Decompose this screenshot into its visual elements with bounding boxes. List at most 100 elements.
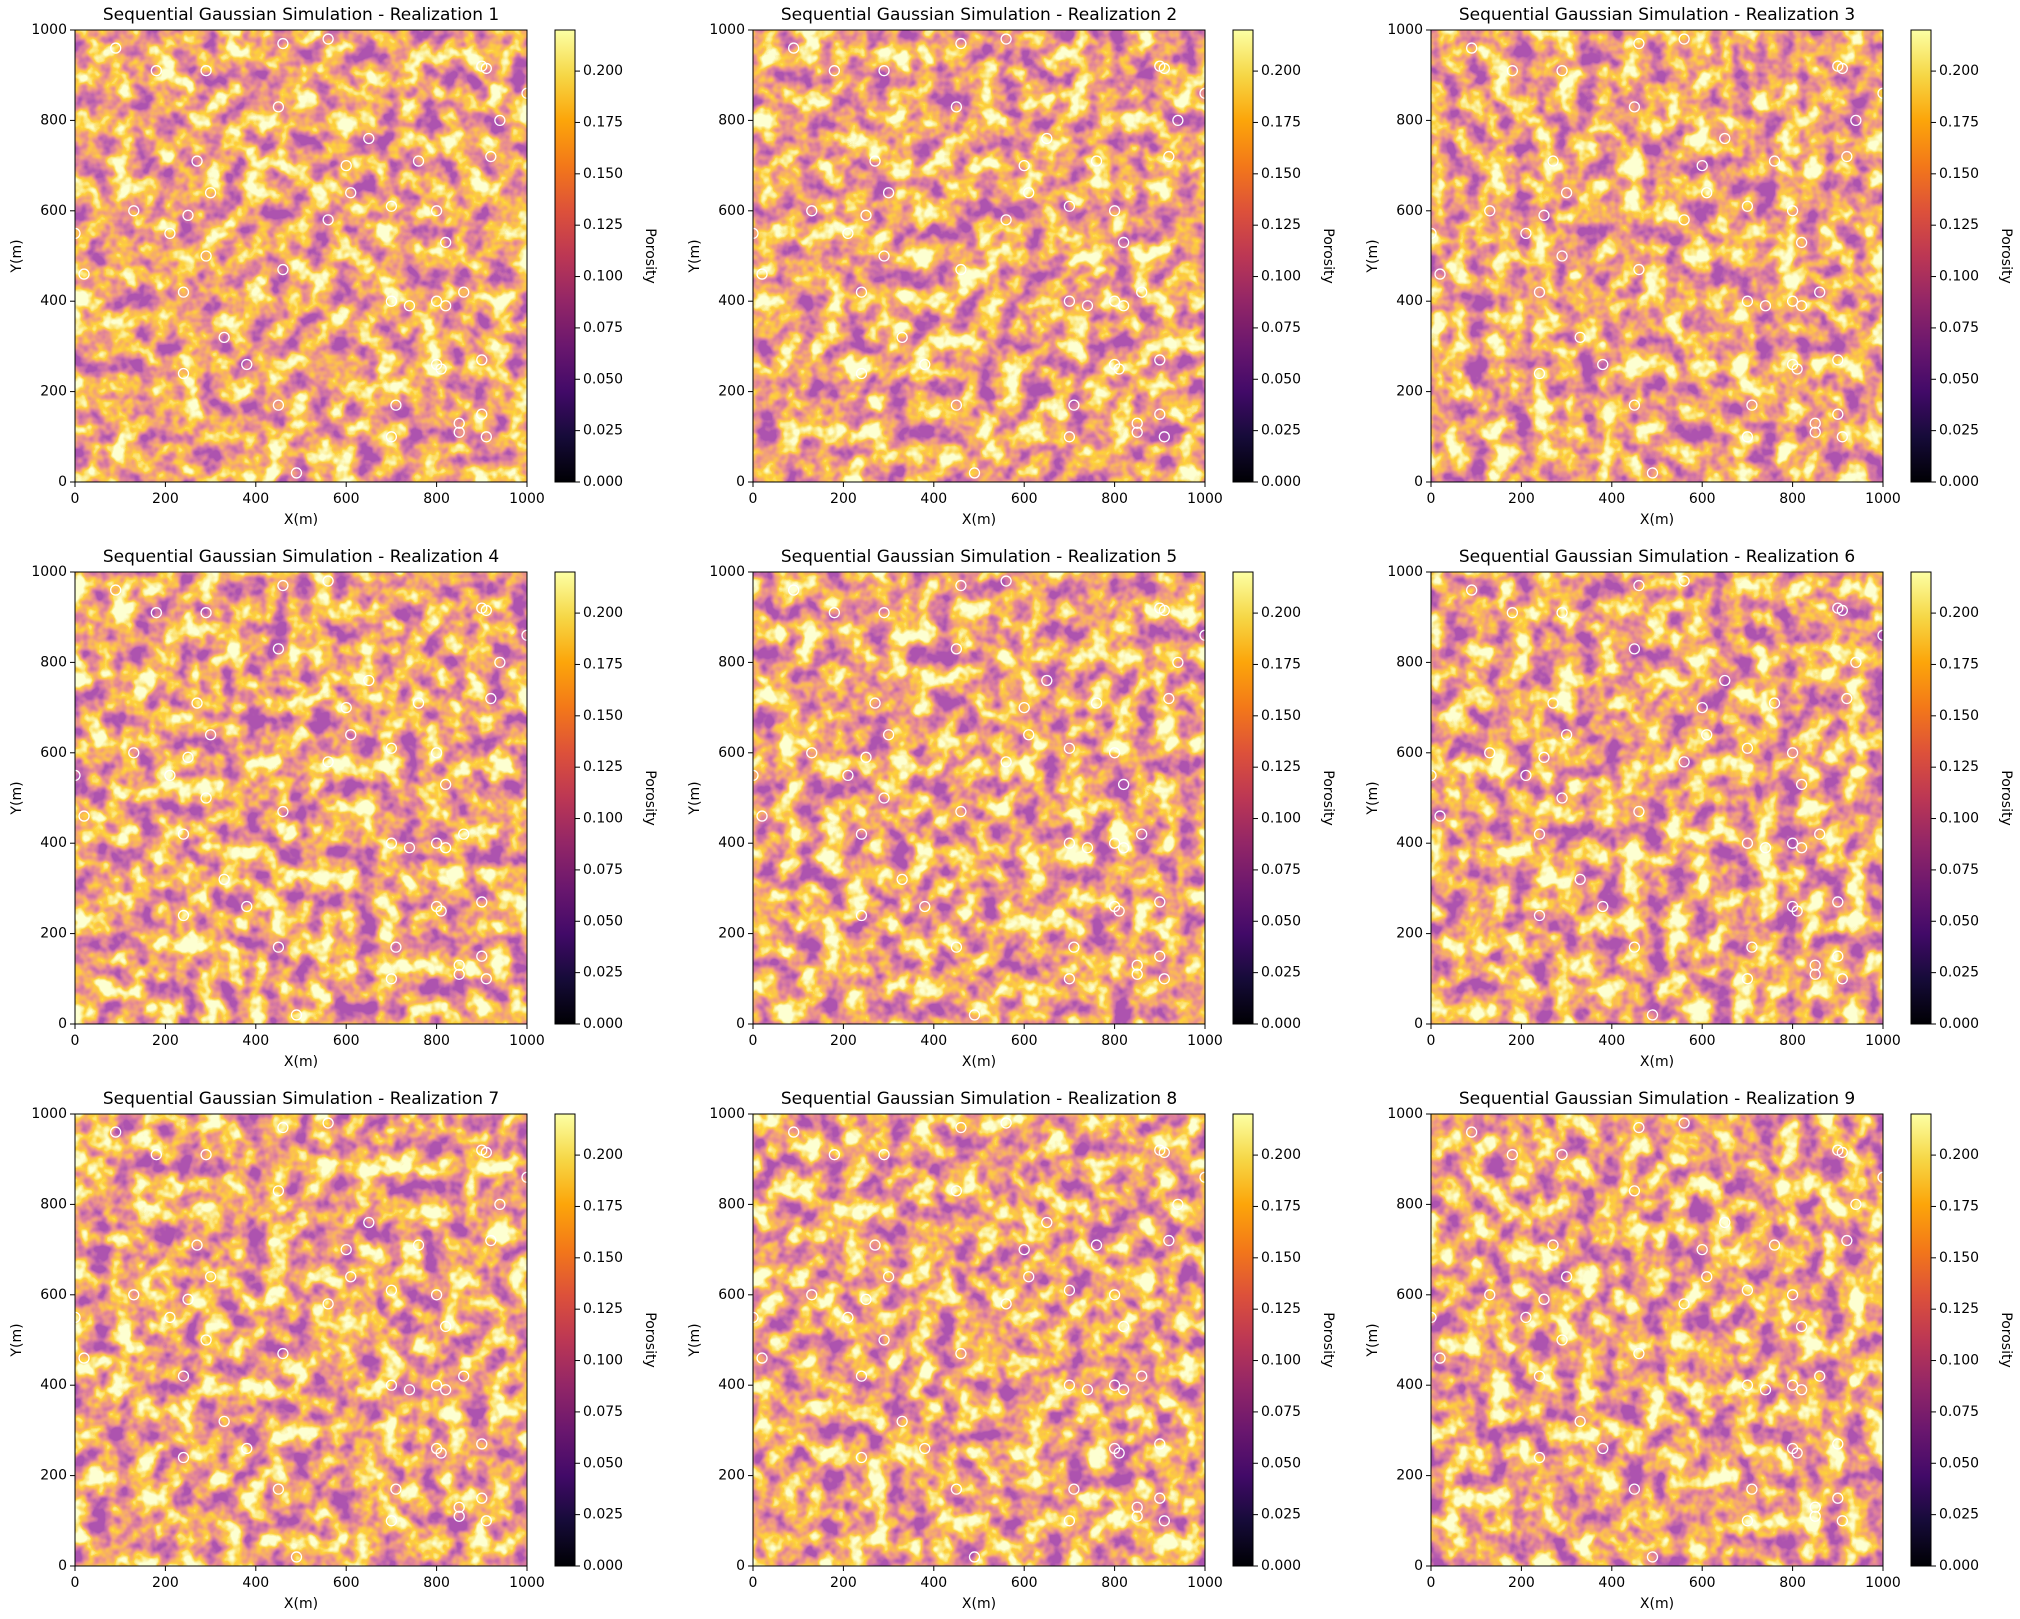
- well-marker: [1131, 959, 1143, 971]
- colorbar-tick-label: 0.075: [1261, 1404, 1301, 1420]
- y-tick-label: 1000: [31, 1106, 67, 1122]
- well-marker: [855, 367, 868, 380]
- well-marker: [1158, 1146, 1170, 1159]
- colorbar-tick-label: 0.200: [1939, 605, 1979, 621]
- well-marker: [1018, 1243, 1030, 1256]
- well-marker: [1786, 1379, 1799, 1391]
- x-tick-label: 400: [242, 1575, 269, 1591]
- colorbar-tick-label: 0.025: [1939, 965, 1979, 981]
- well-marker: [430, 205, 443, 217]
- well-marker: [1547, 1239, 1559, 1251]
- well-marker: [385, 1515, 398, 1527]
- well-marker: [345, 187, 357, 199]
- well-marker: [1759, 300, 1772, 312]
- y-tick-label: 200: [40, 1468, 67, 1484]
- well-marker: [1786, 205, 1799, 217]
- well-marker: [75, 227, 81, 240]
- well-marker: [200, 792, 212, 804]
- well-marker: [191, 697, 203, 709]
- x-tick-label: 0: [71, 1575, 80, 1591]
- well-marker: [272, 1185, 285, 1197]
- field-texture: [1431, 1114, 1883, 1566]
- well-marker: [1117, 842, 1130, 854]
- colorbar-tick-label: 0.200: [583, 605, 623, 621]
- well-marker: [385, 837, 398, 849]
- y-tick-label: 400: [40, 1377, 67, 1393]
- well-marker: [1113, 363, 1125, 375]
- y-tick-label: 400: [1396, 835, 1423, 851]
- well-marker: [218, 1415, 230, 1428]
- y-tick-label: 200: [718, 926, 745, 942]
- x-tick-label: 600: [333, 1575, 360, 1591]
- colorbar-tick-label: 0.050: [583, 913, 623, 929]
- well-marker: [828, 65, 841, 77]
- well-marker: [403, 300, 416, 312]
- well-marker: [1172, 114, 1184, 127]
- well-marker: [1466, 1126, 1478, 1138]
- chart-title: Sequential Gaussian Simulation - Realiza…: [1459, 547, 1855, 567]
- well-marker: [1431, 769, 1437, 782]
- well-marker: [860, 1293, 872, 1305]
- well-marker: [1108, 1289, 1121, 1301]
- field-texture: [75, 30, 527, 482]
- well-marker: [453, 959, 465, 971]
- colorbar-tick-label: 0.150: [1939, 1250, 1979, 1266]
- y-axis-label: Y(m): [9, 781, 25, 815]
- x-tick-label: 600: [1011, 1033, 1038, 1049]
- well-marker: [290, 467, 303, 479]
- y-axis-label: Y(m): [687, 781, 703, 815]
- well-marker: [403, 1384, 416, 1396]
- colorbar-tick-label: 0.200: [583, 63, 623, 79]
- well-marker: [476, 950, 488, 962]
- y-tick-label: 600: [1396, 745, 1423, 761]
- x-tick-label: 400: [920, 491, 947, 507]
- well-marker: [1832, 1492, 1844, 1504]
- well-marker: [1533, 828, 1546, 840]
- well-marker: [756, 810, 768, 822]
- well-marker: [78, 810, 90, 822]
- well-marker: [1063, 1379, 1076, 1391]
- well-marker: [1741, 200, 1754, 212]
- well-marker: [1841, 692, 1853, 705]
- y-tick-label: 600: [1396, 1287, 1423, 1303]
- x-tick-label: 0: [749, 1033, 758, 1049]
- well-marker: [1000, 756, 1012, 768]
- well-marker: [1068, 941, 1080, 953]
- colorbar-tick-label: 0.175: [1939, 114, 1979, 130]
- well-marker: [788, 584, 800, 596]
- colorbar-tick-label: 0.150: [1939, 708, 1979, 724]
- well-marker: [1158, 604, 1170, 617]
- well-marker: [204, 187, 217, 199]
- y-tick-label: 600: [40, 1287, 67, 1303]
- x-axis-label: X(m): [962, 1054, 996, 1070]
- well-marker: [1117, 1384, 1130, 1396]
- well-marker: [955, 1347, 967, 1360]
- well-marker: [1746, 941, 1758, 953]
- y-tick-label: 400: [1396, 293, 1423, 309]
- well-marker: [878, 792, 890, 804]
- y-tick-label: 200: [1396, 1468, 1423, 1484]
- well-marker: [1768, 1239, 1781, 1251]
- well-marker: [345, 729, 357, 741]
- well-marker: [1154, 896, 1166, 908]
- x-tick-label: 800: [1779, 1575, 1806, 1591]
- colorbar-tick-label: 0.075: [583, 862, 623, 878]
- colorbar-tick-label: 0.000: [1261, 474, 1301, 490]
- well-marker: [1081, 842, 1094, 854]
- well-marker: [1832, 1438, 1844, 1450]
- well-marker: [390, 1483, 402, 1495]
- well-marker: [788, 42, 800, 54]
- x-tick-label: 400: [242, 491, 269, 507]
- y-axis-label: Y(m): [1365, 239, 1381, 273]
- well-marker: [1556, 792, 1568, 804]
- y-tick-label: 200: [40, 384, 67, 400]
- colorbar-tick-label: 0.100: [1261, 811, 1301, 827]
- well-marker: [480, 973, 492, 985]
- x-tick-label: 200: [830, 491, 857, 507]
- plot-frame: [74, 29, 528, 483]
- y-tick-label: 0: [1414, 474, 1423, 490]
- well-marker: [164, 227, 176, 240]
- colorbar: [554, 1113, 576, 1567]
- well-marker: [385, 1379, 398, 1391]
- well-marker: [521, 629, 527, 641]
